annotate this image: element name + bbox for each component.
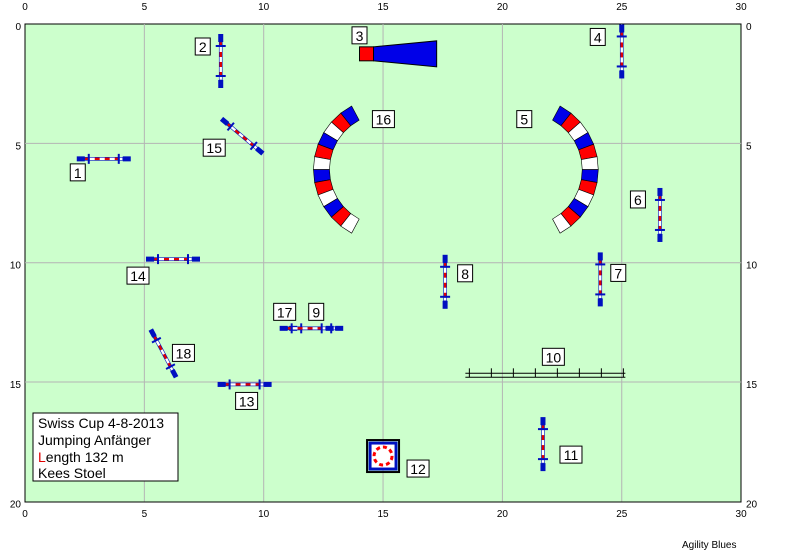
number-label-13: 13 — [235, 391, 259, 410]
obstacle-5 — [552, 105, 599, 234]
number-label-2: 2 — [194, 37, 211, 56]
number-label-16: 16 — [371, 110, 395, 129]
obstacle-12 — [366, 439, 401, 474]
number-label-7: 7 — [610, 263, 627, 282]
x-tick-label: 10 — [258, 2, 270, 13]
number-text: 15 — [206, 140, 222, 156]
obstacle-11 — [537, 417, 548, 472]
number-text: 10 — [546, 349, 562, 365]
y-tick-label: 0 — [746, 22, 752, 33]
number-label-14: 14 — [126, 266, 150, 285]
obstacles-layer — [76, 24, 665, 474]
y-tick-label: 5 — [15, 141, 21, 152]
number-text: 8 — [461, 266, 469, 282]
number-label-18: 18 — [171, 343, 195, 362]
number-text: 9 — [312, 304, 320, 320]
number-label-17: 17 — [273, 302, 297, 321]
obstacle-3 — [359, 40, 438, 68]
number-text: 18 — [176, 345, 192, 361]
y-tick-label: 20 — [746, 499, 758, 510]
number-label-9: 9 — [308, 302, 325, 321]
number-text: 4 — [594, 29, 602, 45]
number-label-3: 3 — [351, 26, 368, 45]
obstacle-15 — [219, 116, 265, 156]
info-judge: Kees Stoel — [38, 465, 106, 481]
obstacle-13 — [217, 379, 272, 390]
y-tick-label: 5 — [746, 141, 752, 152]
number-label-11: 11 — [559, 445, 583, 464]
number-text: 3 — [356, 28, 364, 44]
y-tick-label: 10 — [10, 261, 22, 272]
number-text: 17 — [277, 304, 293, 320]
number-text: 5 — [520, 112, 528, 128]
info-title: Swiss Cup 4-8-2013 — [38, 415, 164, 431]
number-label-5: 5 — [516, 110, 533, 129]
info-class: Jumping Anfänger — [38, 432, 151, 448]
number-label-4: 4 — [589, 27, 606, 46]
y-tick-label: 15 — [746, 380, 758, 391]
y-tick-label: 15 — [10, 380, 22, 391]
x-tick-label: 20 — [497, 2, 509, 13]
number-text: 16 — [376, 112, 392, 128]
obstacle-10 — [465, 368, 626, 378]
obstacle-7 — [595, 252, 606, 307]
number-text: 11 — [564, 447, 579, 463]
obstacle-14 — [145, 254, 200, 265]
obstacle-4 — [616, 24, 627, 79]
number-text: 6 — [634, 192, 642, 208]
obstacle-6 — [654, 187, 665, 242]
number-text: 7 — [614, 265, 622, 281]
x-tick-label: 30 — [736, 509, 748, 520]
obstacle-8 — [440, 254, 451, 309]
x-tick-label: 0 — [22, 2, 28, 13]
y-tick-label: 20 — [10, 499, 22, 510]
info-length-initial: L — [38, 449, 46, 465]
number-text: 1 — [74, 165, 82, 181]
obstacle-2 — [215, 33, 226, 88]
info-length: Length 132 m — [38, 449, 124, 465]
number-text: 12 — [410, 461, 426, 477]
number-label-6: 6 — [629, 190, 646, 209]
credit-text: Agility Blues — [682, 540, 736, 550]
number-text: 14 — [130, 268, 146, 284]
number-text: 13 — [239, 393, 255, 409]
obstacle-16 — [313, 105, 360, 234]
number-label-15: 15 — [202, 138, 226, 157]
x-tick-label: 5 — [142, 2, 148, 13]
number-label-1: 1 — [69, 163, 86, 182]
x-tick-label: 15 — [377, 2, 389, 13]
obstacle-1 — [76, 153, 131, 164]
info-box: Swiss Cup 4-8-2013 Jumping Anfänger Leng… — [32, 412, 179, 482]
x-tick-label: 25 — [616, 509, 628, 520]
y-tick-label: 0 — [15, 22, 21, 33]
number-label-10: 10 — [541, 347, 565, 366]
x-tick-label: 15 — [377, 509, 389, 520]
number-label-12: 12 — [406, 459, 430, 478]
x-tick-label: 30 — [736, 2, 748, 13]
x-tick-label: 20 — [497, 509, 509, 520]
obstacle-18 — [148, 328, 179, 379]
number-label-8: 8 — [457, 264, 474, 283]
obstacle-17 — [279, 323, 334, 334]
number-text: 2 — [199, 39, 207, 55]
x-tick-label: 0 — [22, 509, 28, 520]
y-tick-label: 10 — [746, 261, 758, 272]
x-tick-label: 10 — [258, 509, 270, 520]
x-tick-label: 5 — [142, 509, 148, 520]
info-length-rest: ength 132 m — [46, 449, 124, 465]
x-tick-label: 25 — [616, 2, 628, 13]
